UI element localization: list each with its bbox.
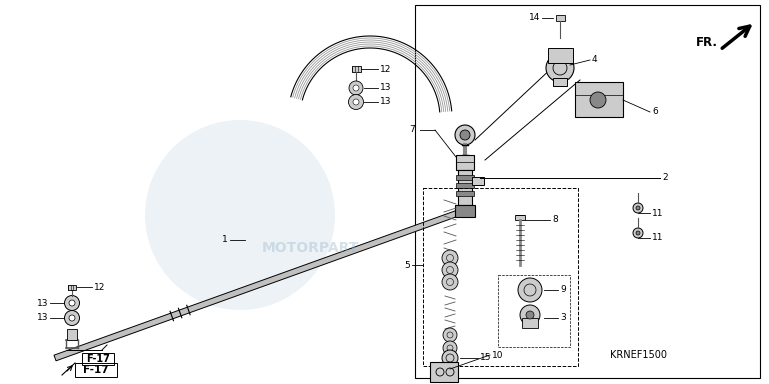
Bar	[522, 318, 538, 328]
Text: FR.: FR.	[696, 35, 718, 48]
Text: F-17: F-17	[86, 354, 110, 364]
Bar	[68, 285, 76, 290]
Bar	[423, 188, 578, 366]
Bar	[556, 15, 565, 21]
Text: 9: 9	[560, 285, 566, 295]
Bar	[548, 48, 573, 63]
Circle shape	[443, 341, 457, 355]
Text: 10: 10	[492, 351, 504, 359]
Text: 3: 3	[560, 313, 566, 323]
Text: 7: 7	[409, 126, 415, 134]
Text: 2: 2	[662, 174, 667, 182]
Bar	[575, 82, 623, 117]
Bar	[456, 183, 474, 188]
Circle shape	[520, 305, 540, 325]
Circle shape	[546, 54, 574, 82]
Circle shape	[526, 311, 534, 319]
Text: 6: 6	[652, 108, 657, 116]
Circle shape	[633, 203, 643, 213]
Circle shape	[353, 85, 359, 91]
Text: 8: 8	[552, 215, 558, 225]
Circle shape	[443, 328, 457, 342]
Bar	[458, 170, 472, 205]
Circle shape	[65, 296, 79, 311]
Circle shape	[349, 81, 363, 95]
Text: 1: 1	[222, 235, 228, 245]
Text: 5: 5	[404, 260, 410, 270]
Circle shape	[348, 94, 364, 109]
Bar	[498, 275, 570, 347]
Bar	[75, 363, 117, 377]
Text: 13: 13	[36, 313, 48, 323]
Circle shape	[145, 120, 335, 310]
Circle shape	[455, 125, 475, 145]
Text: 13: 13	[380, 98, 391, 106]
Circle shape	[442, 274, 458, 290]
Circle shape	[518, 278, 542, 302]
Text: 11: 11	[652, 209, 664, 217]
Text: 15: 15	[480, 354, 491, 362]
Circle shape	[65, 311, 79, 326]
Bar	[455, 205, 475, 217]
Text: 4: 4	[592, 56, 598, 65]
Circle shape	[442, 250, 458, 266]
Circle shape	[636, 231, 640, 235]
Circle shape	[633, 228, 643, 238]
Bar	[430, 362, 458, 382]
Bar	[352, 66, 361, 72]
Text: 14: 14	[528, 13, 540, 23]
Text: 12: 12	[94, 283, 105, 291]
Circle shape	[353, 99, 359, 105]
Text: F-17: F-17	[83, 365, 108, 375]
Circle shape	[69, 300, 75, 306]
Polygon shape	[54, 205, 473, 361]
Text: 12: 12	[380, 65, 391, 73]
Circle shape	[442, 350, 458, 366]
Bar	[456, 191, 474, 196]
Bar	[456, 175, 474, 180]
Bar	[82, 353, 114, 365]
Text: 13: 13	[380, 83, 391, 93]
Text: 13: 13	[36, 298, 48, 308]
Circle shape	[69, 315, 75, 321]
Circle shape	[442, 262, 458, 278]
Circle shape	[460, 130, 470, 140]
Bar	[515, 215, 525, 220]
Text: KRNEF1500: KRNEF1500	[610, 350, 667, 360]
Bar	[553, 78, 567, 86]
Circle shape	[636, 206, 640, 210]
Bar	[67, 329, 77, 340]
Bar	[415, 5, 760, 378]
Text: MOTORPART: MOTORPART	[261, 241, 358, 255]
Bar	[456, 155, 474, 170]
Circle shape	[590, 92, 606, 108]
Text: 11: 11	[652, 233, 664, 243]
Bar	[472, 177, 484, 185]
